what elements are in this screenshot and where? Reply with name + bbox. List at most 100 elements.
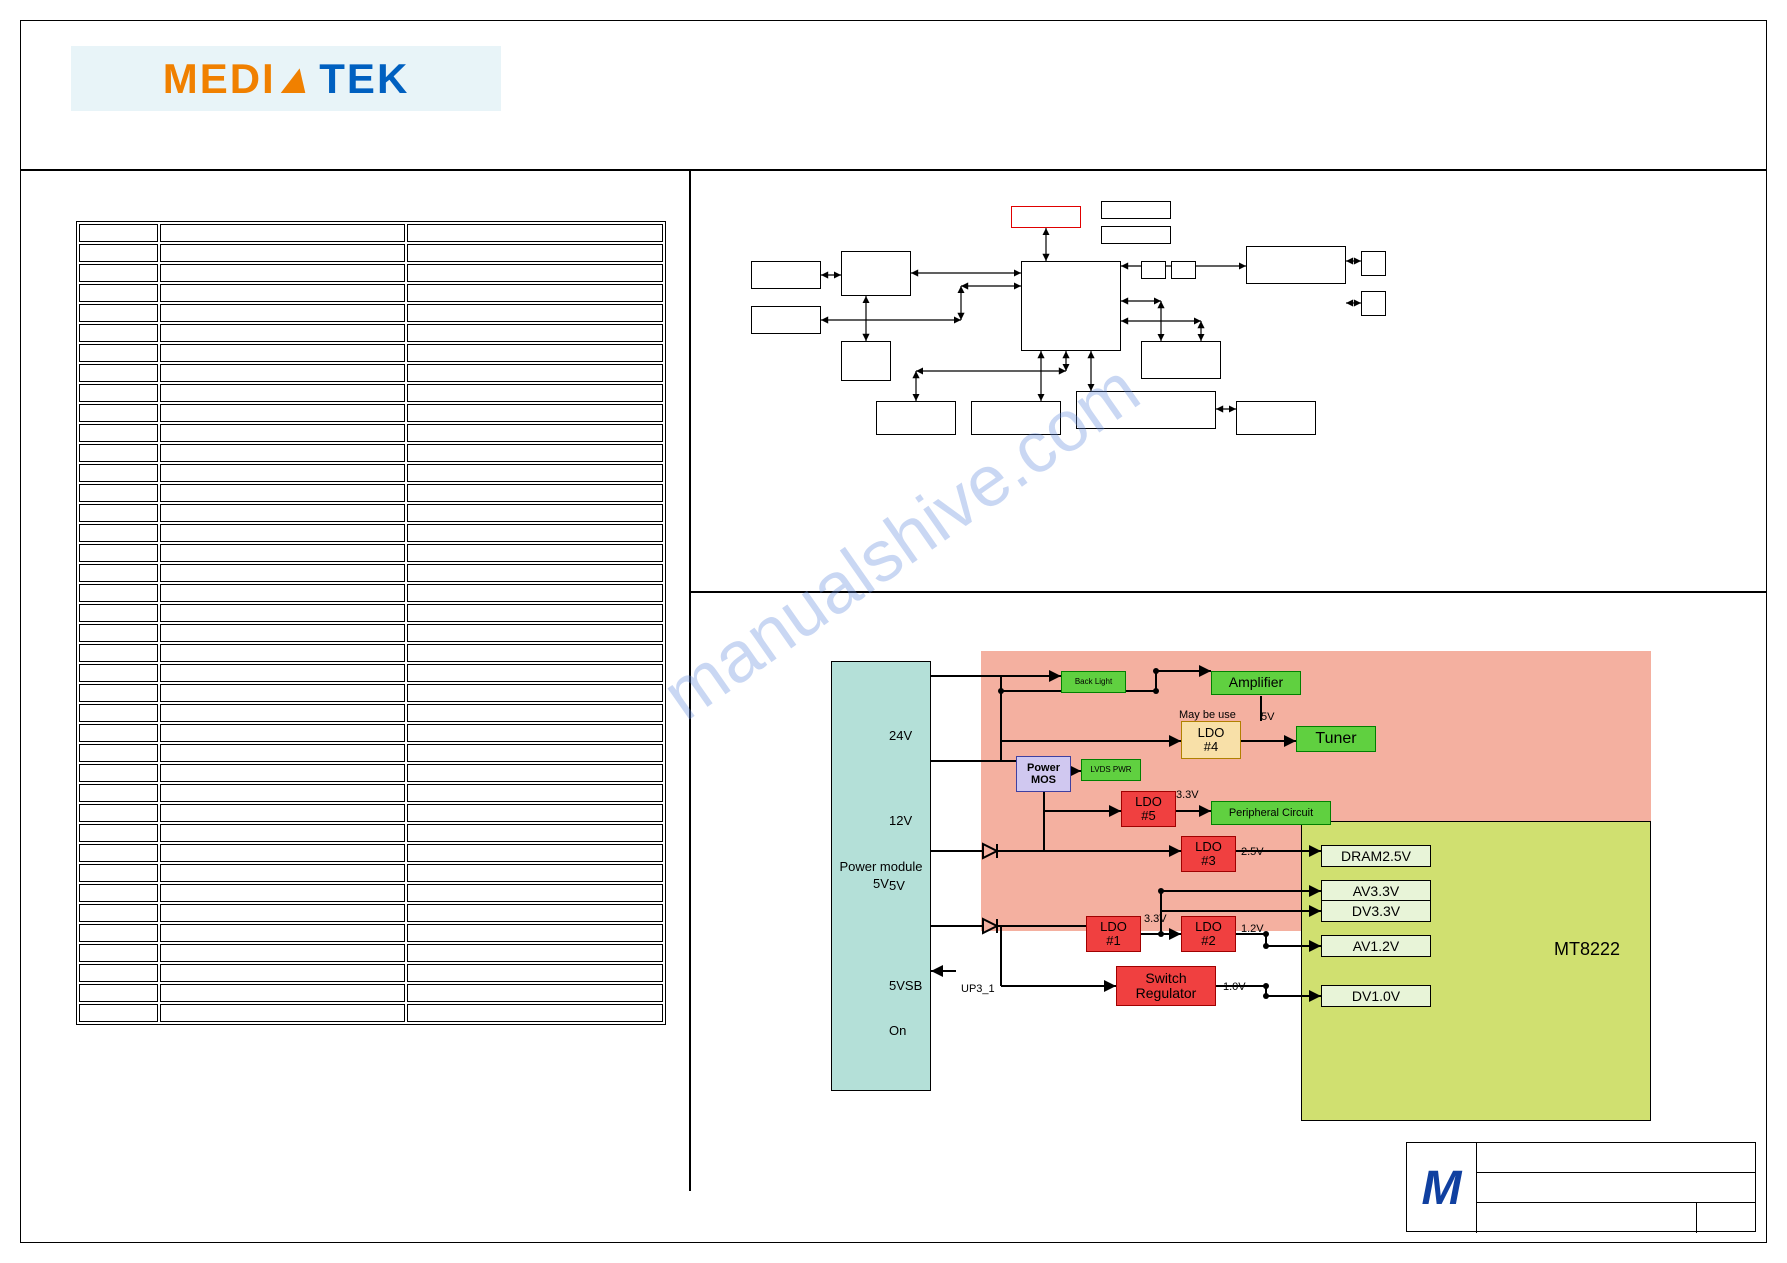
- rail-dv10v: DV1.0V: [1321, 985, 1431, 1007]
- table-cell: [79, 884, 158, 902]
- block-11: [1076, 391, 1216, 429]
- port-24v: 24V: [889, 728, 912, 743]
- label: 5V: [1261, 711, 1274, 723]
- table-cell: [160, 764, 406, 782]
- label: 1.2V: [1241, 923, 1264, 935]
- horizontal-divider: [689, 591, 1767, 593]
- table-cell: [407, 1004, 663, 1022]
- logo-arrow: ▲: [269, 55, 325, 103]
- rail-dram25v: DRAM2.5V: [1321, 845, 1431, 867]
- table-row: [79, 924, 663, 942]
- title-block: M: [1406, 1142, 1756, 1232]
- table-row: [79, 624, 663, 642]
- table-cell: [160, 964, 406, 982]
- table-cell: [160, 564, 406, 582]
- block-16: [1361, 251, 1386, 276]
- table-row: [79, 504, 663, 522]
- table-row: [79, 824, 663, 842]
- table-cell: [79, 984, 158, 1002]
- table-cell: [407, 224, 663, 242]
- table-cell: [407, 684, 663, 702]
- pwr-periph: Peripheral Circuit: [1211, 801, 1331, 825]
- table-cell: [160, 904, 406, 922]
- port-on: On: [889, 1023, 906, 1038]
- table-cell: [160, 784, 406, 802]
- table-row: [79, 664, 663, 682]
- table-cell: [160, 484, 406, 502]
- table-cell: [160, 864, 406, 882]
- table-row: [79, 244, 663, 262]
- table-cell: [79, 244, 158, 262]
- table-cell: [160, 444, 406, 462]
- title-row-2: [1477, 1173, 1755, 1203]
- pwr-ldo2: LDO #2: [1181, 916, 1236, 952]
- table-cell: [79, 684, 158, 702]
- table-cell: [160, 984, 406, 1002]
- title-row-3: [1477, 1203, 1755, 1233]
- table-cell: [160, 744, 406, 762]
- block-4: [841, 251, 911, 296]
- table-row: [79, 604, 663, 622]
- table-cell: [160, 944, 406, 962]
- table-row: [79, 644, 663, 662]
- table-cell: [407, 504, 663, 522]
- pwr-ldo1: LDO #1: [1086, 916, 1141, 952]
- table-cell: [407, 324, 663, 342]
- power-tree-diagram: MT8222 Power module 5V Back LightAmplifi…: [701, 601, 1751, 1181]
- table-row: [79, 484, 663, 502]
- table-cell: [407, 664, 663, 682]
- table-cell: [160, 664, 406, 682]
- table-row: [79, 944, 663, 962]
- table-cell: [160, 244, 406, 262]
- table-row: [79, 704, 663, 722]
- vertical-divider: [689, 171, 691, 1191]
- table-cell: [160, 264, 406, 282]
- table-cell: [79, 264, 158, 282]
- block-1: [1101, 201, 1171, 219]
- rail-av12v: AV1.2V: [1321, 935, 1431, 957]
- table-row: [79, 964, 663, 982]
- table-cell: [160, 464, 406, 482]
- block-5: [751, 306, 821, 334]
- table-cell: [160, 584, 406, 602]
- page-index-table: [76, 221, 666, 1025]
- label: 3.3V: [1144, 913, 1167, 925]
- table-row: [79, 764, 663, 782]
- pwr-swreg: Switch Regulator: [1116, 966, 1216, 1006]
- table-cell: [79, 284, 158, 302]
- table-cell: [160, 304, 406, 322]
- table-cell: [407, 964, 663, 982]
- table-cell: [160, 524, 406, 542]
- schematic-sheet: MEDI▲TEK MT8222 Power module 5V Back Lig…: [20, 20, 1767, 1243]
- port-5v: 5V: [889, 878, 905, 893]
- block-6: [1021, 261, 1121, 351]
- table-row: [79, 1004, 663, 1022]
- table-cell: [160, 724, 406, 742]
- table-cell: [79, 364, 158, 382]
- table-row: [79, 844, 663, 862]
- table-cell: [79, 804, 158, 822]
- table-cell: [160, 324, 406, 342]
- table-cell: [407, 744, 663, 762]
- system-block-diagram: [701, 191, 1751, 571]
- table-cell: [79, 404, 158, 422]
- table-row: [79, 804, 663, 822]
- table-cell: [407, 464, 663, 482]
- table-cell: [160, 704, 406, 722]
- table-cell: [160, 884, 406, 902]
- table-cell: [79, 664, 158, 682]
- table-cell: [79, 524, 158, 542]
- table-cell: [407, 844, 663, 862]
- table-row: [79, 464, 663, 482]
- table-cell: [407, 924, 663, 942]
- table-row: [79, 224, 663, 242]
- pwr-ldo3: LDO #3: [1181, 836, 1236, 872]
- table-cell: [407, 404, 663, 422]
- table-cell: [160, 624, 406, 642]
- table-cell: [407, 984, 663, 1002]
- table-cell: [79, 1004, 158, 1022]
- table-row: [79, 724, 663, 742]
- sheet-header: MEDI▲TEK: [21, 21, 1766, 171]
- pwr-backlight: Back Light: [1061, 671, 1126, 693]
- table-cell: [79, 604, 158, 622]
